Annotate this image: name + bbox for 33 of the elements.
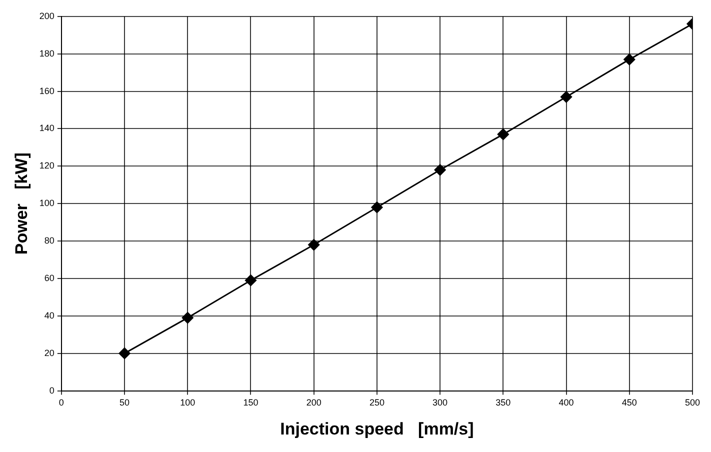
x-tick-label: 150	[243, 398, 258, 408]
y-tick-label: 120	[39, 160, 54, 171]
point	[182, 312, 194, 324]
point	[624, 54, 636, 66]
point	[371, 202, 383, 214]
point	[118, 348, 130, 360]
point	[497, 128, 509, 140]
x-tick-label: 400	[558, 398, 574, 408]
y-tick-label: 40	[44, 310, 54, 320]
y-tick-label: 160	[39, 86, 54, 96]
x-tick-label: 250	[369, 398, 384, 408]
y-tick-label: 140	[39, 123, 54, 134]
x-tick-label: 100	[180, 398, 196, 408]
point	[434, 164, 446, 176]
y-tick-label: 200	[39, 10, 54, 21]
x-tick-label: 350	[496, 398, 511, 408]
x-tick-label: 500	[684, 398, 700, 408]
y-tick-label: 0	[49, 385, 54, 396]
x-tick-label: 50	[120, 398, 130, 408]
x-tick-label: 300	[432, 398, 448, 408]
y-tick-label: 180	[39, 48, 54, 58]
y-axis-title: Power [kW]	[12, 152, 31, 255]
point	[308, 239, 320, 251]
x-tick-label: 200	[306, 398, 322, 408]
x-tick-label: 0	[58, 398, 64, 408]
x-tick-label: 450	[622, 398, 637, 408]
x-axis-title: Injection speed [mm/s]	[280, 419, 474, 438]
y-tick-label: 60	[44, 272, 54, 283]
y-tick-label: 20	[44, 348, 54, 358]
point	[560, 91, 572, 103]
y-tick-label: 80	[44, 236, 54, 246]
y-tick-label: 100	[39, 198, 54, 208]
point	[244, 274, 256, 286]
